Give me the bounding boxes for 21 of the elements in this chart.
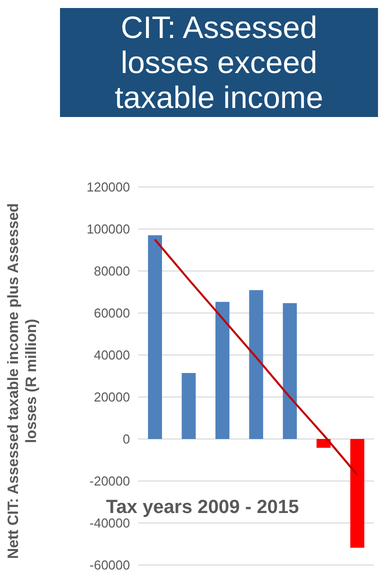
- y-tick-label: -40000: [90, 516, 130, 531]
- y-tick-label: -20000: [90, 474, 130, 489]
- bar: [182, 373, 196, 439]
- bar: [215, 302, 230, 439]
- y-tick-label: 20000: [94, 390, 130, 405]
- y-tick-label: 40000: [94, 348, 130, 363]
- chart-title: CIT: Assessed losses exceed taxable income: [60, 8, 378, 117]
- y-tick-label: 80000: [94, 264, 130, 279]
- y-tick-label: -60000: [90, 558, 130, 573]
- bar: [316, 439, 331, 448]
- y-tick-label: 60000: [94, 306, 130, 321]
- bar: [350, 439, 364, 548]
- line-series: [154, 238, 358, 476]
- y-tick-label: 0: [122, 432, 130, 447]
- bar: [249, 290, 264, 439]
- x-axis-title: Tax years 2009 - 2015: [106, 497, 299, 518]
- y-tick-label: 120000: [86, 180, 130, 195]
- bar: [148, 235, 162, 439]
- y-axis-title: Nett CIT: Assessed taxable income plus Assessed losses (R million): [5, 202, 41, 561]
- bar: [282, 303, 297, 439]
- y-tick-label: 100000: [86, 222, 130, 237]
